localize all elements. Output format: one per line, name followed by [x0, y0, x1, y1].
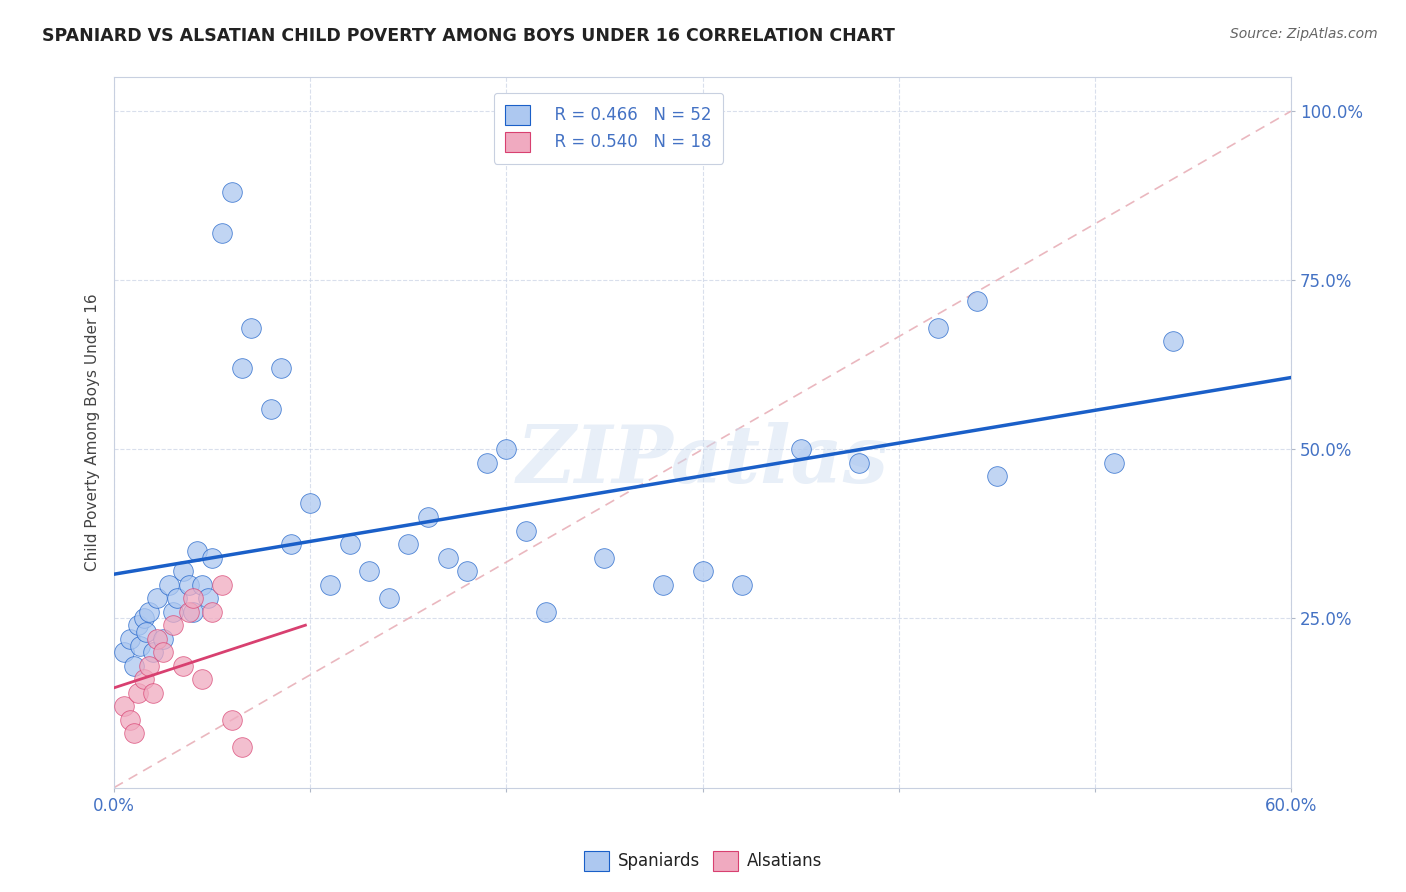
- Point: [1104, 456, 1126, 470]
- Point: [377, 591, 399, 606]
- Point: [135, 625, 157, 640]
- Point: [475, 456, 498, 470]
- Point: [118, 713, 141, 727]
- Point: [652, 577, 675, 591]
- Point: [162, 618, 184, 632]
- Point: [112, 645, 135, 659]
- Point: [122, 658, 145, 673]
- Text: ZIPatlas: ZIPatlas: [516, 422, 889, 500]
- Point: [172, 658, 194, 673]
- Point: [211, 226, 233, 240]
- Point: [1161, 334, 1184, 348]
- Point: [201, 605, 224, 619]
- Point: [142, 645, 165, 659]
- Point: [848, 456, 870, 470]
- Point: [221, 186, 243, 200]
- Point: [731, 577, 754, 591]
- Point: [172, 564, 194, 578]
- Point: [146, 632, 169, 646]
- Legend:   R = 0.466   N = 52,   R = 0.540   N = 18: R = 0.466 N = 52, R = 0.540 N = 18: [494, 93, 723, 163]
- Point: [515, 524, 537, 538]
- Point: [157, 577, 180, 591]
- Point: [359, 564, 381, 578]
- Point: [966, 293, 988, 308]
- Point: [142, 686, 165, 700]
- Point: [132, 611, 155, 625]
- Point: [122, 726, 145, 740]
- Point: [201, 550, 224, 565]
- Point: [221, 713, 243, 727]
- Point: [299, 496, 322, 510]
- Point: [986, 469, 1008, 483]
- Point: [789, 442, 811, 457]
- Point: [260, 401, 283, 416]
- Point: [231, 739, 253, 754]
- Point: [495, 442, 517, 457]
- Point: [152, 632, 174, 646]
- Point: [319, 577, 342, 591]
- Point: [416, 510, 439, 524]
- Point: [191, 577, 214, 591]
- Point: [240, 320, 263, 334]
- Point: [456, 564, 478, 578]
- Point: [138, 658, 160, 673]
- Point: [191, 673, 214, 687]
- Point: [138, 605, 160, 619]
- Point: [162, 605, 184, 619]
- Point: [593, 550, 616, 565]
- Point: [152, 645, 174, 659]
- Y-axis label: Child Poverty Among Boys Under 16: Child Poverty Among Boys Under 16: [86, 293, 100, 571]
- Text: SPANIARD VS ALSATIAN CHILD POVERTY AMONG BOYS UNDER 16 CORRELATION CHART: SPANIARD VS ALSATIAN CHILD POVERTY AMONG…: [42, 27, 896, 45]
- Point: [231, 361, 253, 376]
- Point: [534, 605, 557, 619]
- Point: [436, 550, 458, 565]
- Point: [186, 544, 208, 558]
- Point: [339, 537, 361, 551]
- Point: [692, 564, 714, 578]
- Point: [177, 605, 200, 619]
- Point: [181, 605, 204, 619]
- Point: [181, 591, 204, 606]
- Point: [270, 361, 292, 376]
- Text: Source: ZipAtlas.com: Source: ZipAtlas.com: [1230, 27, 1378, 41]
- Point: [280, 537, 302, 551]
- Point: [127, 618, 149, 632]
- Point: [132, 673, 155, 687]
- Point: [112, 699, 135, 714]
- Point: [127, 686, 149, 700]
- Point: [118, 632, 141, 646]
- Point: [211, 577, 233, 591]
- Point: [396, 537, 419, 551]
- Point: [197, 591, 219, 606]
- Point: [927, 320, 949, 334]
- Point: [166, 591, 188, 606]
- Point: [128, 639, 150, 653]
- Legend: Spaniards, Alsatians: Spaniards, Alsatians: [576, 842, 830, 880]
- Point: [146, 591, 169, 606]
- Point: [177, 577, 200, 591]
